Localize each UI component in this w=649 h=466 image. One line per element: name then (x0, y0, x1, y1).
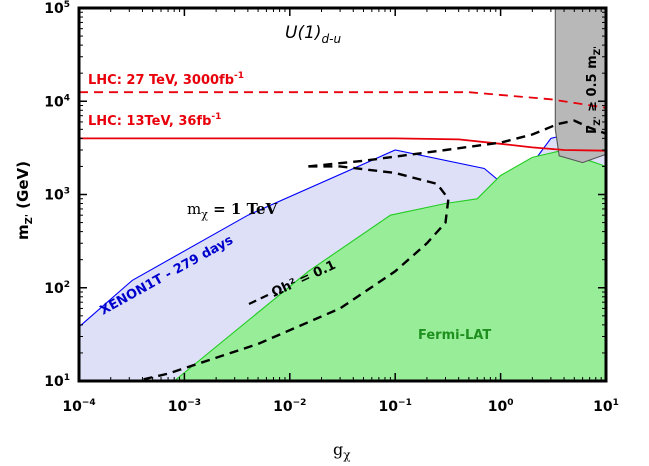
x-tick-label: 100 (488, 398, 514, 415)
y-tick-label: 101 (44, 373, 70, 390)
x-tick-label: 10−1 (379, 398, 412, 415)
y-tick-label: 105 (44, 0, 70, 17)
y-tick-label: 102 (44, 280, 70, 297)
region-z-0-5-m-z (554, 8, 606, 164)
lhc27-label: LHC: 27 TeV, 3000fb-1 (88, 71, 244, 88)
x-tick-label: 10−3 (168, 398, 201, 415)
x-tick-label: 10−2 (273, 398, 306, 415)
x-axis-label: gχ (333, 440, 351, 462)
y-axis-label: mZ' (GeV) (14, 161, 35, 240)
mchi-label: mχ = 1 TeV (187, 200, 278, 221)
region-fermi-lat (173, 149, 606, 381)
fermi-label: Fermi-LAT (418, 328, 491, 343)
plot-regions (79, 8, 606, 381)
line-h-0-1-upper (308, 119, 606, 168)
x-tick-label: 10−4 (62, 398, 95, 415)
lhc13-label: LHC: 13TeV, 36fb-1 (88, 112, 221, 129)
line-lhc-13tev-36fb (79, 137, 606, 152)
y-tick-label: 103 (44, 187, 70, 204)
plot-lines (79, 91, 606, 381)
chart-title: U(1)d-u (285, 23, 341, 46)
axis-ticks: 10−4 10−3 10−2 10−1 100 101 101 102 103 104 105 (44, 0, 619, 415)
y-tick-label: 104 (44, 93, 70, 110)
line-lhc-27-tev-3000fb (79, 91, 606, 109)
line-h-0-1 (136, 165, 450, 381)
x-tick-label: 101 (593, 398, 619, 415)
width-label: ΓZ' ≥ 0.5 mZ' (585, 46, 603, 134)
